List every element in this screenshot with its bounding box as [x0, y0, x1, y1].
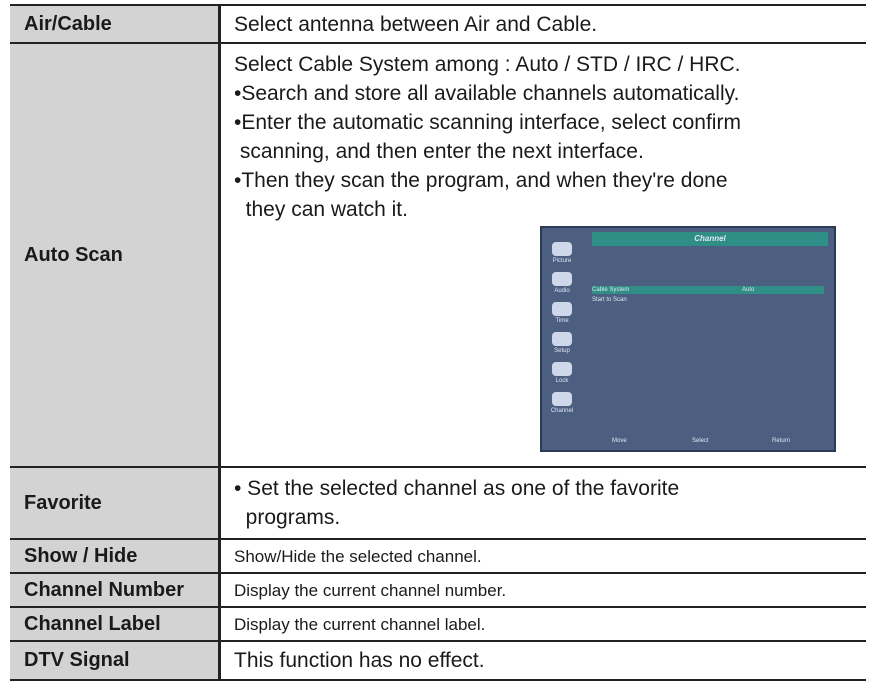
- menu-icon: [552, 332, 572, 346]
- menu-footer-label: Return: [772, 438, 791, 444]
- menu-icon: [552, 242, 572, 256]
- menu-icon: [552, 362, 572, 376]
- menu-sidebar-label: Audio: [554, 288, 570, 294]
- description-line: they can watch it.: [234, 198, 408, 221]
- table-row: Show / Hide Show/Hide the selected channe…: [10, 538, 866, 572]
- description-line: Display the current channel label.: [234, 614, 486, 634]
- row-label: Show / Hide: [10, 540, 221, 572]
- menu-icon: [552, 392, 572, 406]
- description-line: •Search and store all available channels…: [234, 82, 740, 105]
- row-description: Display the current channel label.: [234, 608, 860, 640]
- description-line: programs.: [234, 506, 341, 529]
- menu-sidebar-item: Setup: [546, 332, 578, 354]
- description-line: Show/Hide the selected channel.: [234, 546, 482, 566]
- row-label: DTV Signal: [10, 642, 221, 679]
- menu-screenshot: Channel Picture Audio Time Setup Lock Channel C…: [540, 226, 836, 452]
- description-line: Select antenna between Air and Cable.: [234, 12, 598, 36]
- table-row: Channel Label Display the current channel…: [10, 606, 866, 640]
- menu-sidebar-item: Time: [546, 302, 578, 324]
- menu-sidebar-item: Channel: [546, 392, 578, 414]
- description-line: •Enter the automatic scanning interface,…: [234, 111, 741, 134]
- row-description: Display the current channel number.: [234, 574, 860, 606]
- table-row: DTV Signal This function has no effect.: [10, 640, 866, 681]
- description-line: This function has no effect.: [234, 649, 485, 672]
- table-row: Auto Scan Select Cable System among : Aut…: [10, 42, 866, 466]
- menu-sidebar-item: Lock: [546, 362, 578, 384]
- menu-sidebar-item: Audio: [546, 272, 578, 294]
- row-label: Auto Scan: [10, 44, 221, 466]
- row-description: Select Cable System among : Auto / STD /…: [234, 44, 860, 466]
- menu-icon: [552, 302, 572, 316]
- menu-item-label: Start to Scan: [592, 297, 627, 303]
- menu-title: Channel: [592, 232, 828, 246]
- table-row: Favorite • Set the selected channel as on…: [10, 466, 866, 538]
- menu-sidebar-label: Lock: [555, 378, 569, 384]
- menu-item-label: Cable System: [592, 287, 630, 293]
- menu-sidebar-label: Setup: [554, 348, 570, 354]
- table-row: Channel Number Display the current channe…: [10, 572, 866, 606]
- row-label: Favorite: [10, 468, 221, 538]
- row-description: Select antenna between Air and Cable.: [234, 6, 860, 42]
- row-label: Channel Number: [10, 574, 221, 606]
- menu-item: Start to Scan: [592, 296, 824, 304]
- row-description: • Set the selected channel as one of the…: [234, 468, 860, 538]
- table-row: Air/Cable Select antenna between Air and …: [10, 4, 866, 42]
- menu-sidebar-label: Time: [555, 318, 569, 324]
- row-label: Air/Cable: [10, 6, 221, 42]
- description-line: Display the current channel number.: [234, 580, 507, 600]
- menu-sidebar-label: Channel: [550, 408, 574, 414]
- row-label: Channel Label: [10, 608, 221, 640]
- description-line: Select Cable System among : Auto / STD /…: [234, 53, 741, 76]
- menu-sidebar-item: Picture: [546, 242, 578, 264]
- menu-item: Cable System Auto: [592, 286, 824, 294]
- description-line: scanning, and then enter the next interf…: [234, 140, 644, 163]
- menu-item-value: Auto: [742, 287, 755, 293]
- menu-footer-label: Select: [692, 438, 709, 444]
- menu-sidebar-label: Picture: [552, 258, 572, 264]
- menu-footer-label: Move: [612, 438, 627, 444]
- description-line: •Then they scan the program, and when th…: [234, 169, 728, 192]
- description-line: • Set the selected channel as one of the…: [234, 477, 680, 500]
- row-description: This function has no effect.: [234, 642, 860, 679]
- row-description: Show/Hide the selected channel.: [234, 540, 860, 572]
- menu-icon: [552, 272, 572, 286]
